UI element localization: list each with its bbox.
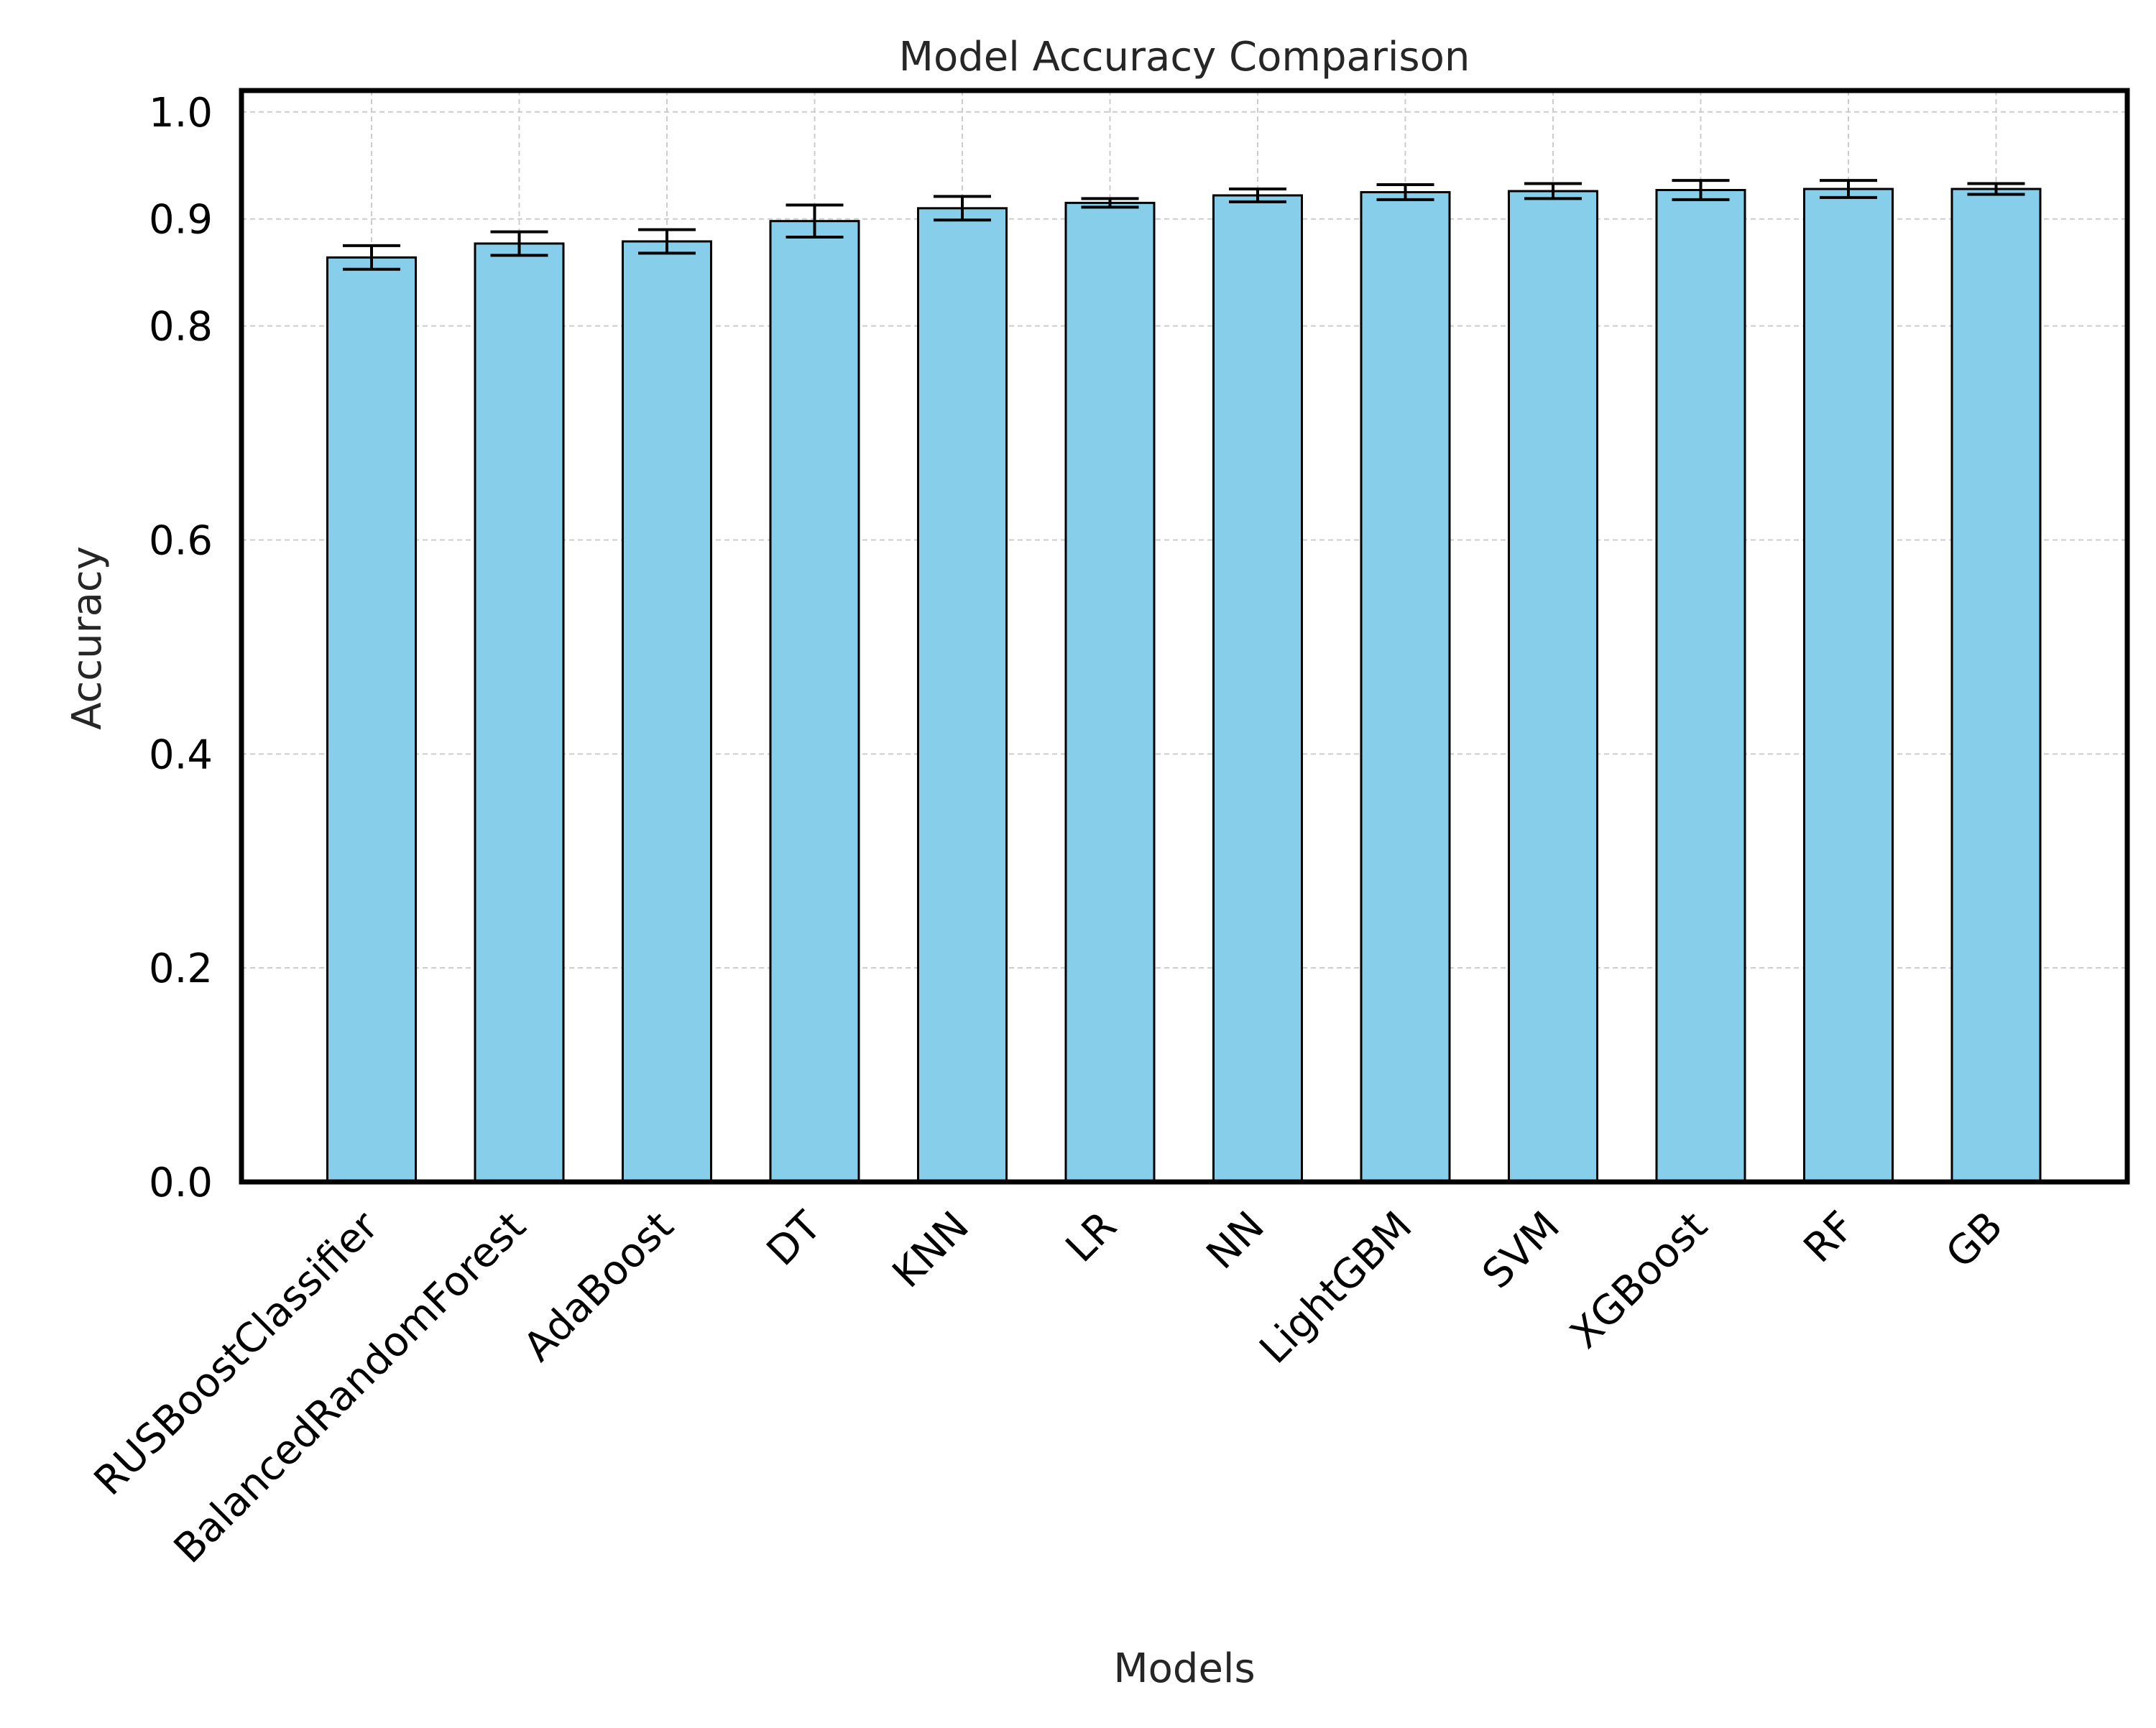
x-tick-label: GB [1938, 1203, 2012, 1277]
y-tick-label: 0.8 [149, 304, 213, 351]
x-tick-label: AdaBoost [515, 1203, 683, 1371]
bar [917, 207, 1008, 1183]
bar [1064, 201, 1156, 1183]
error-bars [343, 179, 2025, 271]
x-tick-label: RUSBoostClassifier [86, 1202, 388, 1505]
x-axis-ticks: RUSBoostClassifierBalancedRandomForestAd… [86, 1202, 2012, 1572]
bar [326, 256, 417, 1183]
plot-frame [239, 88, 2130, 1185]
bar [622, 240, 712, 1183]
bar [1212, 194, 1303, 1183]
bar [1950, 188, 2042, 1183]
bar [474, 242, 565, 1183]
bar [1803, 188, 1894, 1183]
y-tick-label: 0.0 [149, 1160, 213, 1206]
x-tick-label: KNN [884, 1203, 978, 1297]
x-tick-label: NN [1198, 1203, 1273, 1278]
x-tick-label: DT [758, 1202, 831, 1275]
y-tick-label: 0.4 [149, 731, 213, 778]
y-axis-ticks: 0.0 0.2 0.4 0.6 0.8 0.9 1.0 [149, 90, 213, 1206]
y-tick-label: 0.2 [149, 946, 213, 992]
x-tick-label: LightGBM [1251, 1203, 1422, 1373]
x-axis-label: Models [1113, 1645, 1255, 1692]
y-axis-label: Accuracy [64, 546, 111, 730]
bar [1508, 190, 1598, 1183]
x-tick-label: RF [1795, 1203, 1864, 1272]
y-tick-label: 0.6 [149, 517, 213, 564]
x-tick-label: SVM [1474, 1203, 1569, 1298]
bar [1655, 188, 1746, 1183]
chart-title: Model Accuracy Comparison [899, 34, 1470, 80]
x-tick-label: LR [1057, 1203, 1126, 1272]
bar [1360, 190, 1451, 1183]
y-tick-label: 1.0 [149, 90, 213, 137]
bars [326, 188, 2042, 1183]
bar [769, 220, 860, 1183]
y-tick-label: 0.9 [149, 197, 213, 244]
x-tick-label: XGBoost [1562, 1203, 1717, 1358]
